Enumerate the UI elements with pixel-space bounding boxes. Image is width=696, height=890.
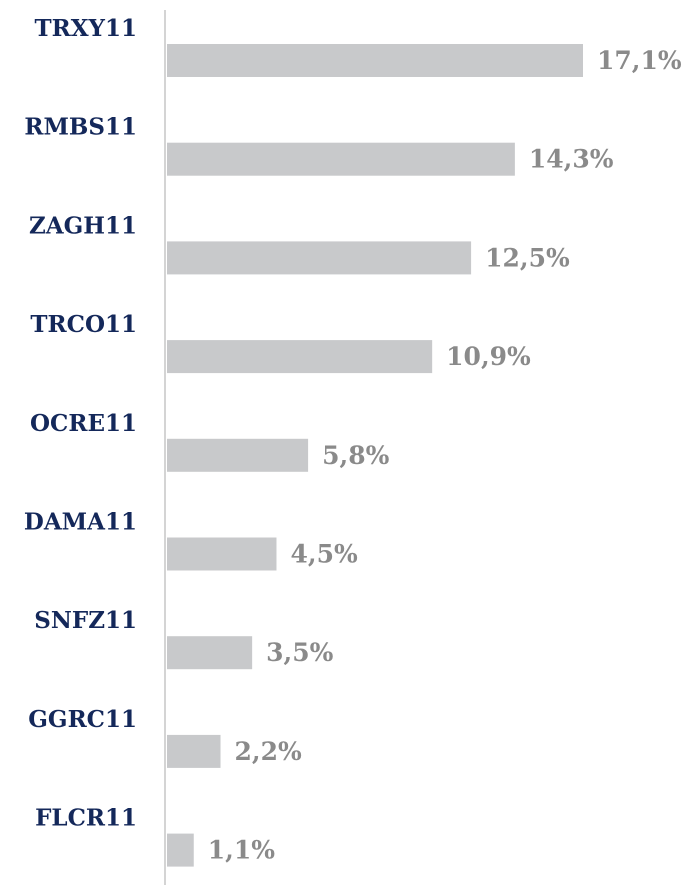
- category-label: DAMA11: [24, 509, 137, 536]
- value-label: 3,5%: [266, 638, 333, 667]
- value-label: 17,1%: [597, 46, 682, 75]
- category-label: SNFZ11: [34, 607, 137, 634]
- category-label: TRCO11: [30, 311, 137, 338]
- bar: [167, 636, 253, 670]
- category-label: FLCR11: [35, 805, 137, 832]
- bar: [167, 241, 472, 275]
- bar: [167, 438, 309, 472]
- bar: [167, 340, 433, 374]
- bar: [167, 833, 194, 867]
- value-label: 14,3%: [529, 145, 614, 174]
- value-label: 5,8%: [322, 441, 389, 470]
- value-label: 10,9%: [446, 342, 531, 371]
- bar: [167, 44, 583, 77]
- value-label: 2,2%: [235, 737, 302, 766]
- category-label: GGRC11: [28, 706, 137, 733]
- category-label: OCRE11: [30, 410, 137, 437]
- value-label: 1,1%: [208, 836, 275, 865]
- category-label: RMBS11: [24, 114, 137, 141]
- value-label: 4,5%: [290, 540, 357, 569]
- value-label: 12,5%: [485, 243, 570, 272]
- category-label: ZAGH11: [29, 212, 137, 239]
- bar: [167, 142, 515, 176]
- bar: [167, 734, 221, 768]
- category-label: TRXY11: [34, 15, 137, 42]
- bar: [167, 537, 277, 571]
